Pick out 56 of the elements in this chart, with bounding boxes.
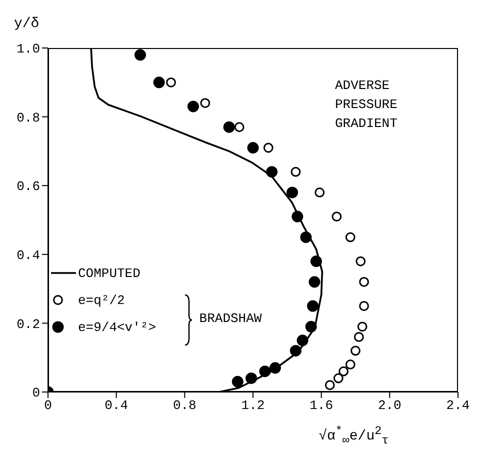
y-tick-label: 0.6 — [16, 179, 40, 194]
point — [314, 188, 325, 198]
point — [300, 231, 312, 243]
point — [246, 372, 258, 384]
point — [292, 210, 304, 222]
x-tick-label: 0 — [44, 398, 52, 414]
point — [223, 121, 235, 133]
point — [259, 366, 271, 378]
point — [247, 142, 259, 154]
point — [266, 166, 278, 178]
legend-label: e=9/4<v'²> — [78, 320, 156, 335]
point — [305, 320, 317, 332]
point — [187, 100, 199, 112]
point — [296, 334, 308, 346]
legend-label: e=q²/2 — [78, 292, 125, 308]
legend-label: COMPUTED — [78, 266, 140, 281]
y-tick-label: 0 — [32, 386, 40, 401]
point — [359, 276, 369, 287]
x-tick-label: 1.2 — [241, 398, 265, 414]
x-tick-label: 2.0 — [378, 398, 402, 414]
point — [263, 142, 274, 153]
point — [286, 186, 298, 198]
point — [356, 256, 366, 266]
point — [333, 373, 344, 384]
point — [200, 98, 210, 108]
annotation: ADVERSE PRESSURE GRADIENT — [335, 76, 398, 133]
point — [338, 366, 348, 376]
point — [350, 346, 360, 356]
point — [166, 77, 176, 88]
point — [232, 376, 244, 388]
y-tick-label: 0.8 — [16, 110, 40, 126]
point — [357, 322, 368, 332]
point — [308, 276, 320, 288]
point — [332, 212, 342, 222]
x-tick-label: 0.8 — [172, 398, 196, 414]
x-tick-label: 1.6 — [310, 398, 334, 414]
point — [310, 256, 322, 268]
point — [290, 166, 301, 177]
point — [345, 232, 356, 242]
point — [354, 332, 364, 342]
point — [307, 300, 319, 312]
point — [134, 49, 146, 61]
point — [153, 76, 165, 88]
y-axis-title: y/δ — [14, 16, 40, 32]
y-tick-label: 0.2 — [16, 316, 40, 332]
y-tick-label: 0.4 — [16, 248, 40, 264]
y-tick-label: 1.0 — [16, 42, 40, 57]
point — [359, 301, 369, 311]
point — [345, 360, 356, 370]
point — [234, 122, 244, 132]
point — [324, 380, 335, 390]
point — [269, 362, 281, 374]
x-tick-label: 0.4 — [104, 398, 128, 414]
x-tick-label: 2.4 — [446, 398, 470, 414]
point — [290, 344, 302, 356]
annotation: BRADSHAW — [199, 310, 262, 326]
